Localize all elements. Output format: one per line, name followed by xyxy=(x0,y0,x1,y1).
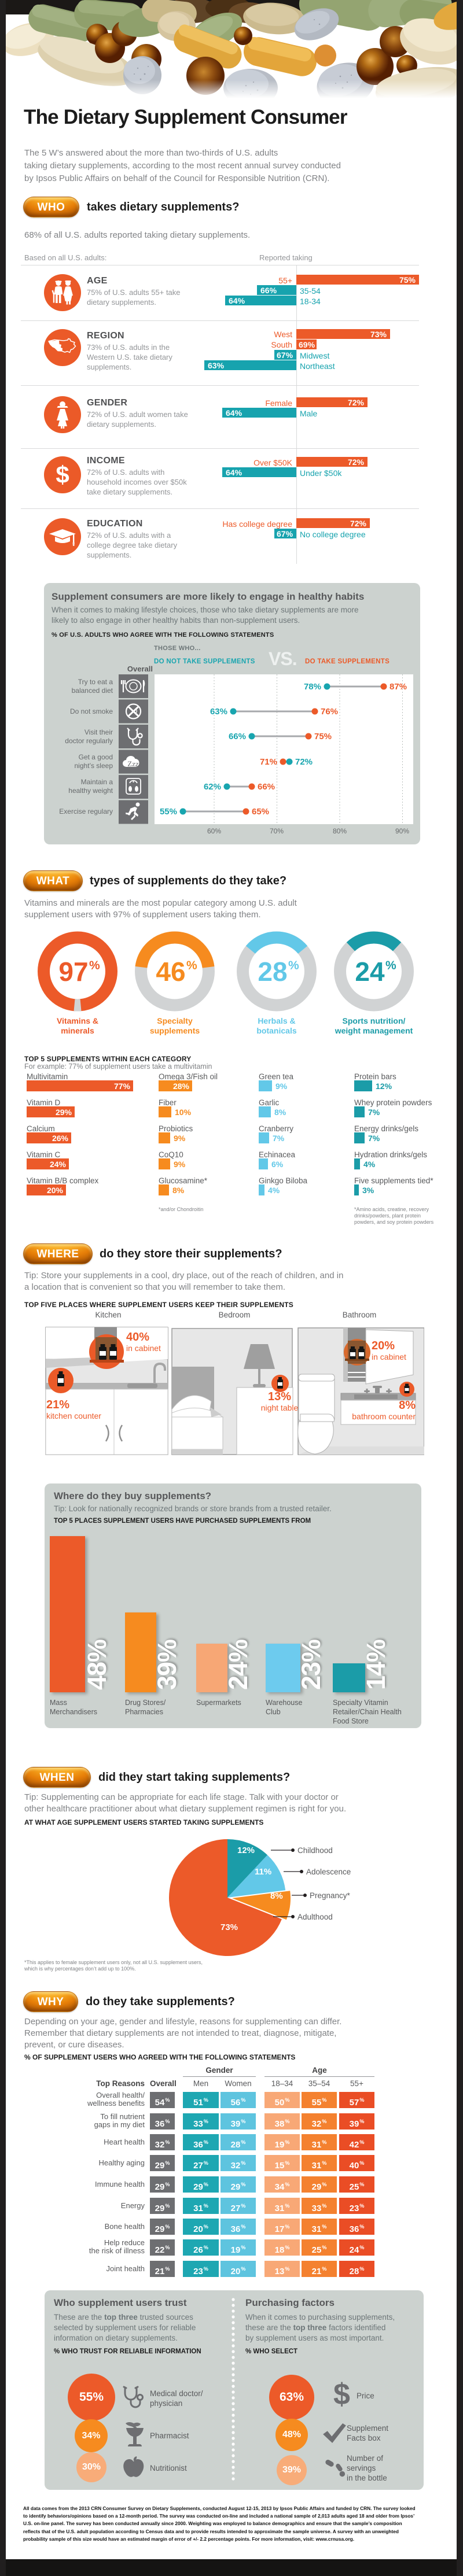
svg-text:55%: 55% xyxy=(160,807,177,817)
svg-text:$: $ xyxy=(56,461,69,488)
svg-text:73%: 73% xyxy=(221,1922,238,1932)
svg-text:28: 28 xyxy=(258,957,287,987)
svg-text:%: % xyxy=(186,959,197,972)
svg-text:87%: 87% xyxy=(389,682,407,692)
svg-text:46: 46 xyxy=(156,957,185,987)
svg-text:8%: 8% xyxy=(270,1891,283,1901)
svg-text:11%: 11% xyxy=(255,1867,271,1877)
svg-text:71%: 71% xyxy=(260,757,277,767)
svg-text:66%: 66% xyxy=(258,782,275,792)
svg-text:63%: 63% xyxy=(210,707,227,717)
svg-text:76%: 76% xyxy=(321,707,338,717)
svg-text:12%: 12% xyxy=(237,1846,255,1855)
svg-text:97: 97 xyxy=(58,957,88,987)
svg-text:24: 24 xyxy=(355,957,385,987)
svg-text:72%: 72% xyxy=(295,757,313,767)
svg-text:75%: 75% xyxy=(314,732,332,741)
svg-text:62%: 62% xyxy=(204,782,221,792)
svg-text:Zzz: Zzz xyxy=(127,759,139,768)
svg-text:%: % xyxy=(89,959,100,972)
svg-text:66%: 66% xyxy=(229,732,246,741)
svg-text:65%: 65% xyxy=(252,807,269,817)
svg-text:78%: 78% xyxy=(304,682,321,692)
svg-text:%: % xyxy=(385,959,396,972)
svg-text:%: % xyxy=(288,959,299,972)
